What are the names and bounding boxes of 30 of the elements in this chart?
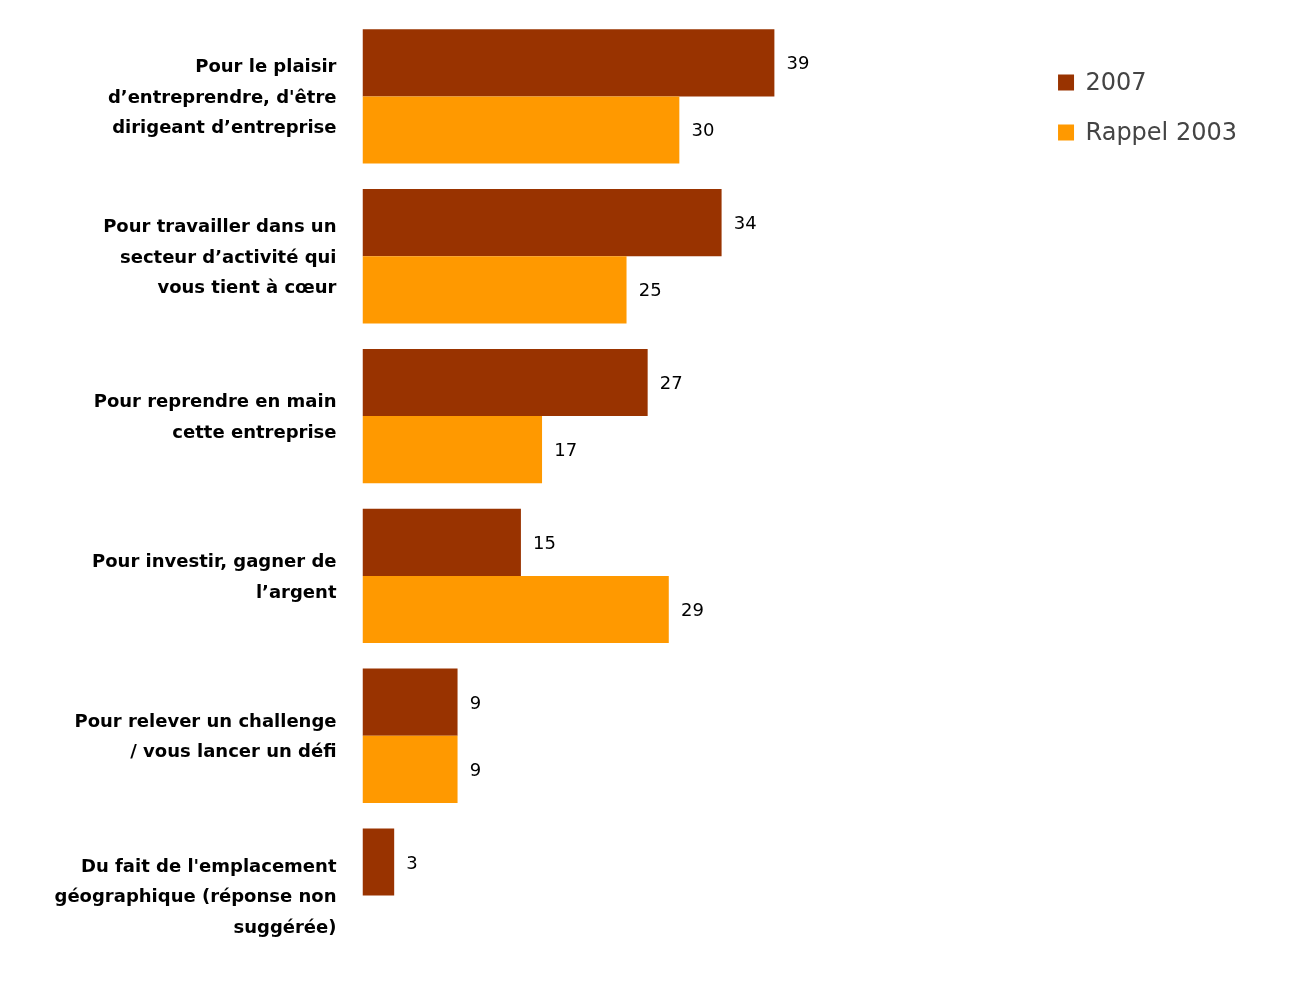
y-tick-label: Pour reprendre en main cette entreprise	[93, 390, 337, 442]
bar	[362, 668, 458, 736]
data-label: 30	[691, 119, 715, 141]
bar	[362, 256, 627, 324]
legend-label: 2007	[1085, 68, 1147, 96]
bar	[362, 96, 680, 164]
y-tick-label: Pour investir, gagner de l’argent	[92, 550, 337, 602]
bar	[362, 828, 395, 896]
data-label: 9	[469, 691, 482, 713]
y-tick-label: Pour relever un challenge / vous lancer un défi	[74, 710, 337, 762]
data-label: 3	[406, 851, 418, 873]
y-tick-label: Pour le plaisir d’entreprendre, d'être dirigeant d’entreprise	[107, 55, 337, 138]
bar	[362, 416, 543, 484]
bar	[362, 29, 775, 97]
data-label: 9	[469, 758, 482, 780]
bar	[362, 575, 669, 644]
legend-label: Rappel 2003	[1085, 118, 1237, 146]
bar	[362, 348, 648, 417]
bar	[362, 189, 722, 257]
bar	[362, 735, 458, 803]
y-tick-label: Du fait de l'emplacement géographique (réponse non suggérée)	[54, 854, 337, 937]
data-label: 25	[638, 279, 662, 301]
data-label: 27	[659, 372, 683, 394]
data-label: 34	[733, 212, 757, 234]
data-label: 39	[786, 52, 810, 74]
data-label: 29	[680, 598, 704, 620]
bar	[362, 508, 521, 576]
data-label: 15	[533, 531, 556, 553]
data-label: 17	[554, 439, 578, 461]
y-tick-label: Pour travailler dans un secteur d’activité qui vous tient à cœur	[103, 215, 337, 298]
